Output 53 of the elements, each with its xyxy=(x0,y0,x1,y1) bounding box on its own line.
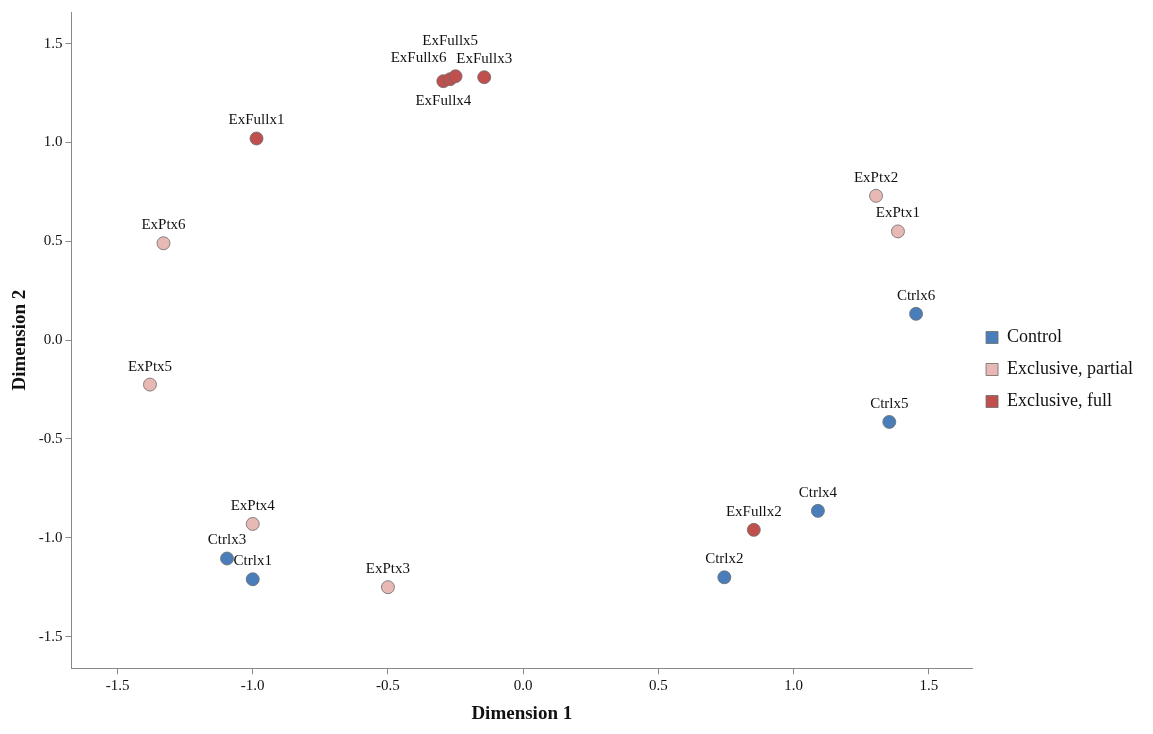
annotation: ExFullx1 xyxy=(228,111,285,128)
point xyxy=(156,236,171,251)
annotation: Ctrlx1 xyxy=(233,552,272,569)
annotation: ExPtx2 xyxy=(853,168,899,185)
annotation: ExFullx4 xyxy=(415,92,472,109)
point xyxy=(909,306,923,321)
y-axis-title: Dimension 2 xyxy=(8,289,30,391)
point xyxy=(249,131,264,146)
point xyxy=(381,580,395,595)
x-tick-label: 1.5 xyxy=(919,677,939,694)
x-tick-label: 0.0 xyxy=(513,677,533,694)
point xyxy=(891,224,905,239)
y-tick-label: -1.0 xyxy=(38,528,63,545)
point xyxy=(245,572,260,587)
annotation: Ctrlx3 xyxy=(207,531,247,548)
x-axis-title: Dimension 1 xyxy=(471,701,573,723)
annotation: ExFullx2 xyxy=(725,502,782,519)
annotation: Ctrlx5 xyxy=(870,394,909,411)
point xyxy=(220,551,234,566)
annotation: ExPtx4 xyxy=(230,496,276,513)
annotation: Ctrlx4 xyxy=(798,483,838,500)
annotation: ExFullx3 xyxy=(456,50,513,67)
y-tick-label: -1.5 xyxy=(38,627,63,644)
annotation: ExPtx3 xyxy=(365,560,411,577)
point xyxy=(143,377,157,392)
point xyxy=(245,517,260,531)
y-tick-label: 1.0 xyxy=(43,133,63,150)
point xyxy=(869,188,883,203)
legend-label: Exclusive, full xyxy=(1007,390,1113,411)
y-tick-label: -0.5 xyxy=(38,429,63,446)
legend-label: Exclusive, partial xyxy=(1007,358,1134,379)
annotation: ExPtx5 xyxy=(127,357,173,374)
y-tick-label: 1.5 xyxy=(43,34,63,51)
annotation: ExPtx6 xyxy=(141,216,187,233)
point xyxy=(477,70,492,85)
y-tick-label: 0.5 xyxy=(43,232,63,249)
point xyxy=(448,69,463,84)
point xyxy=(882,415,897,429)
point xyxy=(746,522,761,537)
x-tick-label: -0.5 xyxy=(376,677,400,694)
point xyxy=(717,570,732,585)
annotation: ExFullx6 xyxy=(390,49,448,66)
annotation: Ctrlx6 xyxy=(896,286,936,303)
x-tick-label: 0.5 xyxy=(648,677,668,694)
annotation: Ctrlx2 xyxy=(705,550,744,567)
x-tick-label: -1.5 xyxy=(105,677,130,694)
x-tick-label: 1.0 xyxy=(784,677,803,694)
annotation: ExPtx1 xyxy=(875,204,921,221)
x-tick-label: -1.0 xyxy=(240,677,265,694)
y-tick-label: 0.0 xyxy=(43,331,63,348)
point xyxy=(811,503,825,518)
legend-label: Control xyxy=(1007,326,1063,347)
annotation: ExFullx5 xyxy=(422,32,479,49)
